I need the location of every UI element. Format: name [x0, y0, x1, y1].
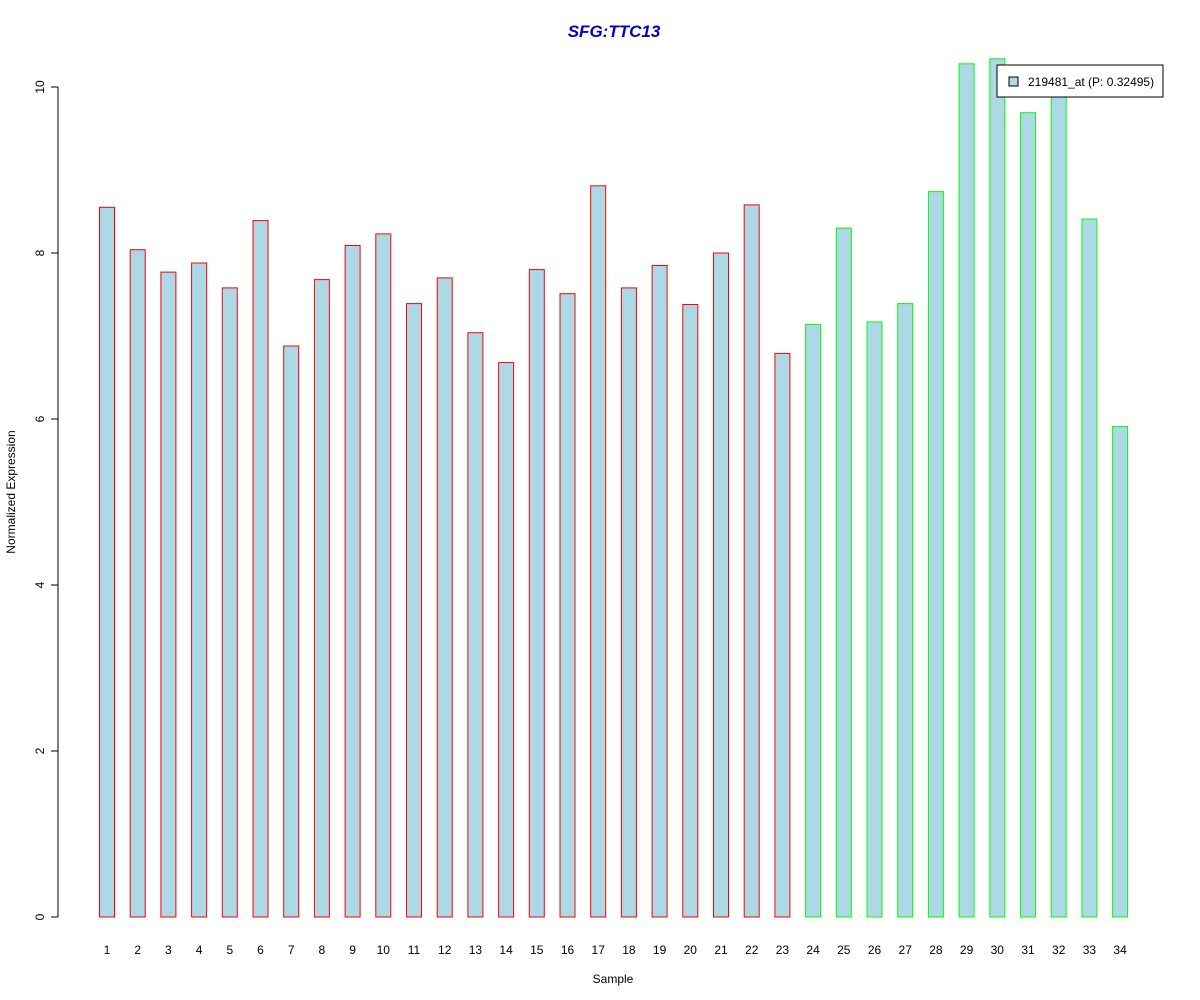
x-tick-label: 26 [868, 943, 882, 957]
legend-swatch [1008, 76, 1019, 87]
bar-sample-34 [1112, 426, 1129, 918]
bar-sample-32 [1050, 88, 1067, 918]
x-tick-label: 5 [226, 943, 233, 957]
y-axis: 0 2 4 6 8 10 [33, 80, 59, 920]
bar-sample-29 [958, 63, 975, 918]
x-tick-label: 32 [1052, 943, 1066, 957]
bar-sample-16 [559, 293, 576, 918]
x-tick-label: 2 [134, 943, 141, 957]
x-tick-label: 21 [714, 943, 728, 957]
x-axis-labels: 1 2 3 4 5 6 7 8 9 10 11 12 13 14 15 16 17 18 19 20 21 22 23 24 2… [104, 943, 1127, 957]
bar-sample-14 [498, 362, 515, 918]
bar-sample-24 [805, 323, 822, 918]
y-tick-label: 2 [33, 747, 47, 754]
x-tick-label: 20 [684, 943, 698, 957]
legend: 219481_at (P: 0.32495) [996, 64, 1164, 98]
x-tick-label: 15 [530, 943, 544, 957]
bar-sample-8 [313, 279, 330, 918]
bar-sample-7 [283, 345, 300, 918]
x-tick-label: 8 [319, 943, 326, 957]
x-tick-label: 12 [438, 943, 452, 957]
bar-sample-31 [1020, 112, 1036, 918]
x-tick-label: 1 [104, 943, 111, 957]
x-tick-label: 25 [837, 943, 851, 957]
y-tick-label: 10 [33, 80, 47, 94]
bar-sample-28 [927, 191, 944, 918]
x-tick-label: 3 [165, 943, 172, 957]
bar-sample-13 [467, 332, 484, 918]
chart-title: SFG:TTC13 [568, 22, 661, 41]
x-tick-label: 4 [196, 943, 203, 957]
bar-sample-21 [713, 252, 729, 918]
bar-sample-10 [375, 233, 392, 918]
bar-sample-6 [252, 220, 269, 918]
x-tick-label: 30 [991, 943, 1005, 957]
bar-sample-12 [436, 277, 453, 918]
bar-sample-1 [99, 206, 115, 918]
bar-sample-17 [590, 185, 607, 918]
x-tick-label: 14 [499, 943, 513, 957]
bar-sample-4 [191, 262, 208, 918]
x-tick-label: 17 [592, 943, 606, 957]
x-tick-label: 27 [899, 943, 913, 957]
x-tick-label: 13 [469, 943, 483, 957]
bar-sample-19 [651, 265, 668, 918]
x-tick-label: 23 [776, 943, 790, 957]
y-tick-label: 6 [33, 415, 47, 422]
x-tick-label: 11 [408, 943, 421, 957]
x-tick-label: 16 [561, 943, 575, 957]
x-tick-label: 6 [257, 943, 264, 957]
y-tick-label: 4 [33, 581, 47, 588]
x-tick-label: 34 [1113, 943, 1127, 957]
legend-label: 219481_at (P: 0.32495) [1028, 75, 1154, 89]
bar-sample-27 [897, 303, 914, 918]
x-axis-title: Sample [593, 972, 634, 986]
legend-box [996, 64, 1164, 98]
bar-sample-11 [406, 303, 422, 918]
bar-sample-2 [129, 249, 146, 918]
x-tick-label: 33 [1083, 943, 1097, 957]
bar-sample-30 [989, 58, 1006, 918]
y-axis-title: Normalized Expression [4, 430, 18, 553]
x-tick-label: 24 [806, 943, 820, 957]
x-tick-label: 9 [349, 943, 356, 957]
bar-sample-5 [221, 287, 238, 918]
x-tick-label: 19 [653, 943, 667, 957]
bar-sample-26 [866, 321, 883, 918]
bar-sample-33 [1081, 218, 1098, 918]
bar-sample-20 [682, 304, 699, 918]
bar-sample-22 [743, 204, 760, 918]
y-tick-label: 0 [33, 913, 47, 920]
x-tick-label: 28 [929, 943, 943, 957]
x-tick-label: 10 [377, 943, 391, 957]
bar-sample-18 [620, 287, 637, 918]
bar-sample-23 [774, 352, 791, 918]
x-tick-label: 29 [960, 943, 974, 957]
x-tick-label: 31 [1021, 943, 1035, 957]
bar-sample-15 [528, 269, 545, 918]
x-tick-label: 7 [288, 943, 295, 957]
x-tick-label: 18 [622, 943, 636, 957]
y-tick-label: 8 [33, 249, 47, 256]
x-tick-label: 22 [745, 943, 759, 957]
bar-sample-3 [160, 271, 177, 918]
bar-sample-25 [835, 227, 852, 918]
bars-group [99, 58, 1129, 918]
bar-sample-9 [344, 245, 361, 918]
